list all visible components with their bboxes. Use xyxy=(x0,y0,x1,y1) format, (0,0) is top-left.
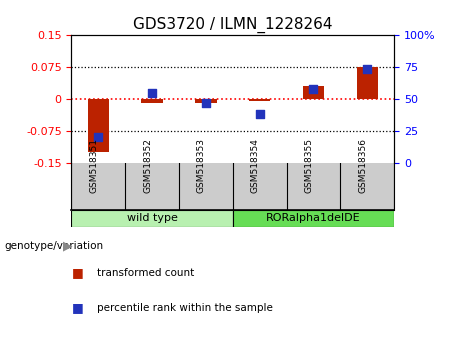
Point xyxy=(256,112,263,117)
Point xyxy=(95,135,102,140)
Point xyxy=(202,100,210,106)
Text: genotype/variation: genotype/variation xyxy=(5,241,104,251)
Text: RORalpha1delDE: RORalpha1delDE xyxy=(266,213,361,223)
Text: GSM518351: GSM518351 xyxy=(89,138,98,193)
Text: ■: ■ xyxy=(71,266,83,279)
Bar xyxy=(88,99,109,152)
Text: ▶: ▶ xyxy=(64,240,73,252)
Bar xyxy=(71,210,233,227)
Text: GSM518356: GSM518356 xyxy=(358,138,367,193)
Text: GSM518352: GSM518352 xyxy=(143,138,152,193)
Point xyxy=(310,86,317,92)
Bar xyxy=(233,210,394,227)
Text: GSM518355: GSM518355 xyxy=(304,138,313,193)
Bar xyxy=(356,67,378,99)
Bar xyxy=(142,99,163,103)
Point xyxy=(364,66,371,72)
Bar xyxy=(303,86,324,99)
Text: GSM518354: GSM518354 xyxy=(251,138,260,193)
Title: GDS3720 / ILMN_1228264: GDS3720 / ILMN_1228264 xyxy=(133,16,332,33)
Text: GSM518353: GSM518353 xyxy=(197,138,206,193)
Bar xyxy=(249,99,271,101)
Text: percentile rank within the sample: percentile rank within the sample xyxy=(97,303,273,313)
Bar xyxy=(195,99,217,103)
Text: wild type: wild type xyxy=(127,213,177,223)
Text: transformed count: transformed count xyxy=(97,268,194,278)
Point xyxy=(148,90,156,96)
Text: ■: ■ xyxy=(71,302,83,314)
